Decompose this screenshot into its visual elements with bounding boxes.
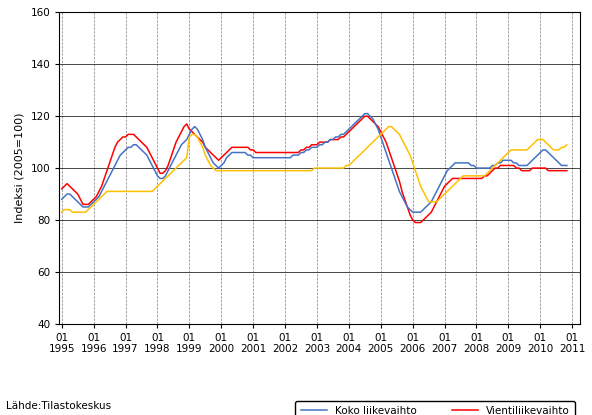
Line: Kotimaan liikevaihto: Kotimaan liikevaihto	[62, 127, 567, 212]
Line: Koko liikevaihto: Koko liikevaihto	[62, 114, 567, 212]
Koko liikevaihto	[334, 134, 342, 139]
Vientiliikevaihto	[564, 168, 571, 173]
Koko liikevaihto	[564, 163, 571, 168]
Vientiliikevaihto	[412, 220, 419, 225]
Kotimaan liikevaihto	[564, 142, 571, 147]
Koko liikevaihto	[361, 111, 368, 116]
Koko liikevaihto	[414, 210, 422, 215]
Koko liikevaihto	[409, 210, 416, 215]
Koko liikevaihto	[404, 205, 411, 210]
Kotimaan liikevaihto	[412, 168, 419, 173]
Vientiliikevaihto	[58, 186, 65, 191]
Vientiliikevaihto	[361, 114, 368, 119]
Vientiliikevaihto	[414, 220, 422, 225]
Legend: Koko liikevaihto, Kotimaan liikevaihto, Vientiliikevaihto: Koko liikevaihto, Kotimaan liikevaihto, …	[295, 401, 575, 415]
Vientiliikevaihto	[441, 184, 448, 189]
Koko liikevaihto	[58, 197, 65, 202]
Vientiliikevaihto	[425, 212, 432, 217]
Line: Vientiliikevaihto: Vientiliikevaihto	[62, 116, 567, 222]
Kotimaan liikevaihto	[423, 194, 430, 199]
Kotimaan liikevaihto	[404, 147, 411, 152]
Vientiliikevaihto	[334, 137, 342, 142]
Kotimaan liikevaihto	[438, 194, 445, 199]
Vientiliikevaihto	[159, 171, 166, 176]
Kotimaan liikevaihto	[385, 124, 392, 129]
Kotimaan liikevaihto	[159, 178, 166, 183]
Koko liikevaihto	[425, 202, 432, 207]
Vientiliikevaihto	[404, 205, 411, 210]
Kotimaan liikevaihto	[58, 210, 65, 215]
Kotimaan liikevaihto	[334, 166, 342, 171]
Koko liikevaihto	[159, 176, 166, 181]
Text: Lähde:Tilastokeskus: Lähde:Tilastokeskus	[6, 401, 111, 411]
Koko liikevaihto	[441, 173, 448, 178]
Y-axis label: Indeksi (2005=100): Indeksi (2005=100)	[15, 113, 25, 223]
